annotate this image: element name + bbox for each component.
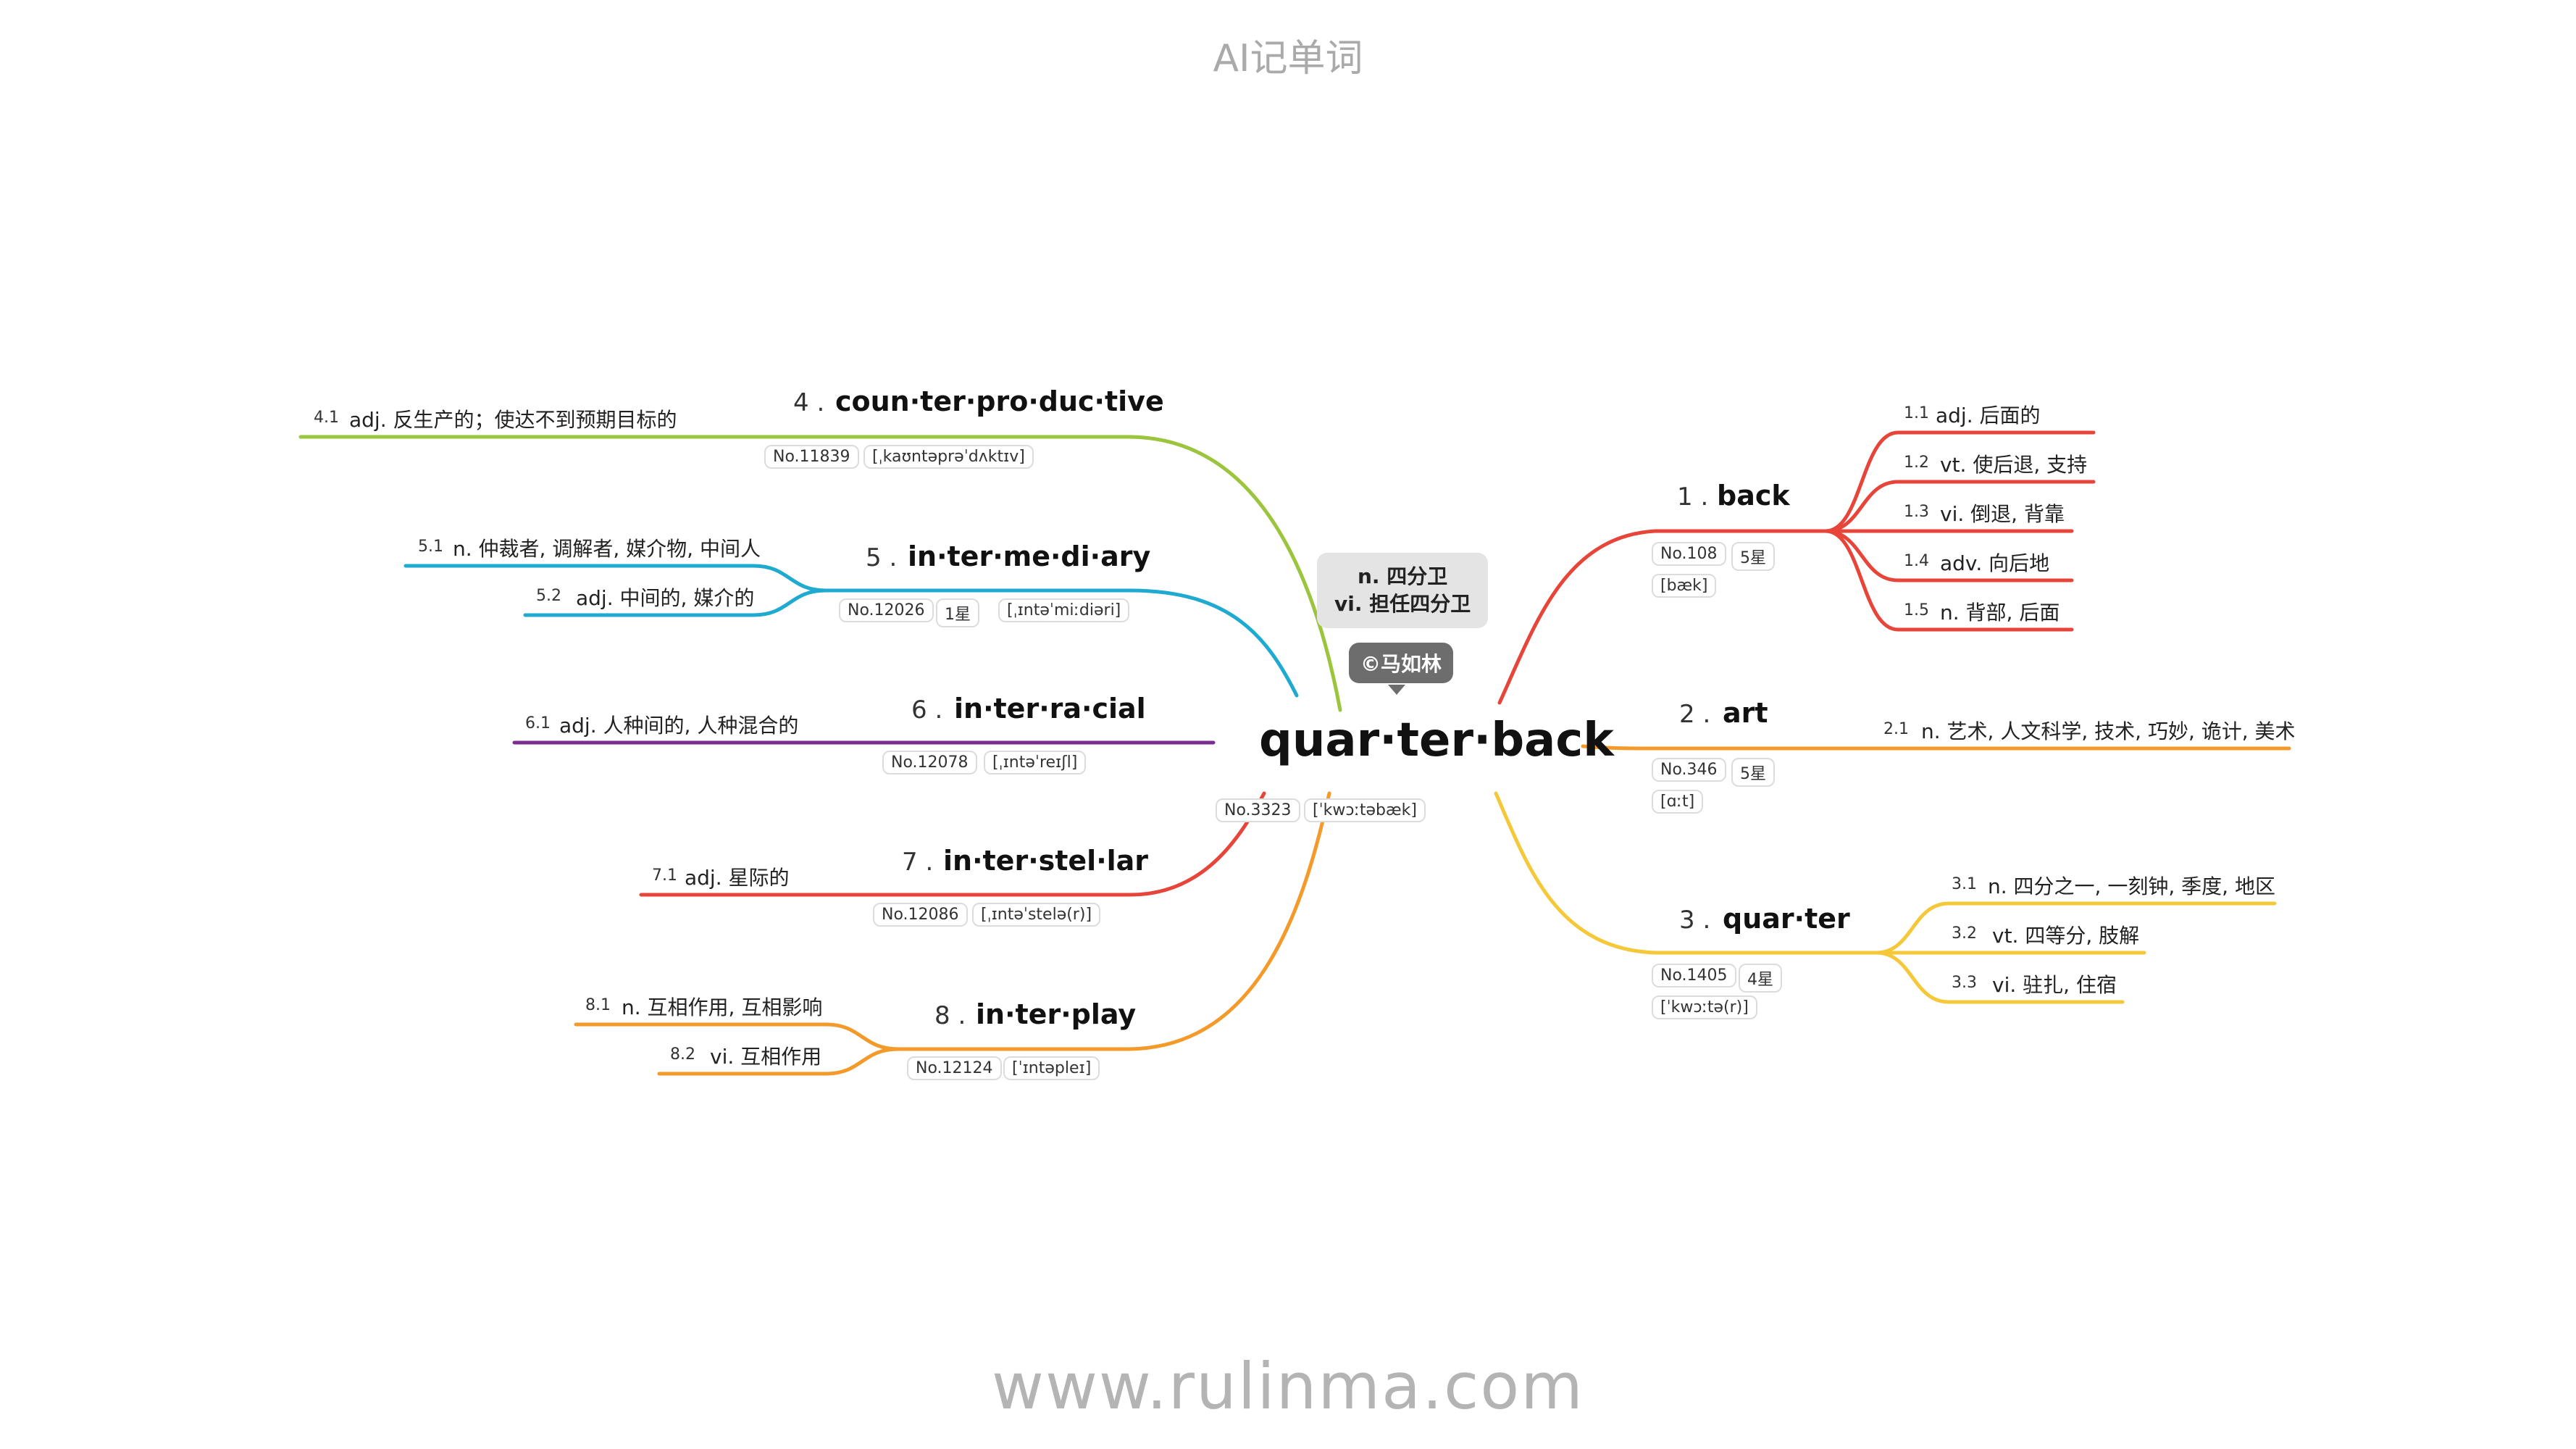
- footer-url: www.rulinma.com: [991, 1349, 1584, 1424]
- branch-interstellar-number: 7 .: [902, 848, 934, 877]
- center-meaning-verb: vi. 担任四分卫: [1334, 592, 1471, 616]
- branch-counterproductive-word: coun·ter·pro·duc·tive: [835, 385, 1164, 417]
- branch-art-number: 2 .: [1679, 700, 1711, 729]
- sense-3-2-number: 3.2: [1952, 924, 1977, 943]
- center-meaning-box: n. 四分卫 vi. 担任四分卫: [1317, 553, 1489, 628]
- sense-7-1-number: 7.1: [652, 867, 677, 885]
- branch-interstellar-phonetic-tag: [ˌɪntəˈstelə(r)]: [972, 903, 1101, 927]
- sense-3-3-text: vi. 驻扎, 住宿: [1992, 973, 2117, 997]
- branch-back-word: back: [1717, 480, 1790, 511]
- sense-4-1-number: 4.1: [314, 409, 339, 427]
- branch-interplay-word: in·ter·play: [976, 998, 1137, 1030]
- sense-5-1-number: 5.1: [418, 538, 443, 556]
- sense-5-1-text: n. 仲裁者, 调解者, 媒介物, 中间人: [453, 537, 761, 561]
- branch-interracial-no-tag: No.12078: [882, 751, 977, 774]
- page-title: AI记单词: [1213, 37, 1363, 80]
- center-word: quar·ter·back: [1259, 714, 1614, 767]
- center-meaning-noun: n. 四分卫: [1357, 564, 1448, 588]
- branch-interracial-phonetic-tag: [ˌɪntəˈreɪʃl]: [984, 751, 1087, 774]
- sense-1-5-text: n. 背部, 后面: [1940, 601, 2060, 625]
- branch-interstellar-word: in·ter·stel·lar: [943, 845, 1149, 877]
- branch-intermediary-stars-tag: 1星: [936, 598, 979, 627]
- branch-back-number: 1 .: [1677, 483, 1709, 511]
- sense-1-3-number: 1.3: [1904, 503, 1929, 521]
- branch-quarter-no-tag: No.1405: [1652, 964, 1736, 987]
- sense-5-2-number: 5.2: [536, 587, 561, 605]
- copyright-pointer: [1388, 685, 1405, 695]
- sense-8-2-number: 8.2: [670, 1045, 695, 1064]
- sense-4-1-text: adj. 反生产的；使达不到预期目标的: [349, 408, 677, 432]
- sense-3-1-number: 3.1: [1952, 875, 1977, 893]
- branch-interplay-no-tag: No.12124: [907, 1056, 1002, 1080]
- branch-quarter-phonetic-tag: [ˈkwɔːtə(r)]: [1652, 995, 1757, 1019]
- sense-2-1-text: n. 艺术, 人文科学, 技术, 巧妙, 诡计, 美术: [1921, 719, 2296, 743]
- center-number-tag: No.3323: [1216, 798, 1300, 822]
- center-phonetic-tag: [ˈkwɔːtəbæk]: [1304, 798, 1426, 822]
- sense-1-4-text: adv. 向后地: [1940, 551, 2050, 575]
- branch-art-stars-tag: 5星: [1731, 758, 1775, 787]
- sense-3-1-text: n. 四分之一, 一刻钟, 季度, 地区: [1988, 874, 2275, 898]
- sense-1-3-text: vi. 倒退, 背靠: [1940, 502, 2065, 526]
- branch-intermediary-number: 5 .: [866, 543, 898, 572]
- branch-intermediary-connectors: [403, 564, 1299, 698]
- branch-back-phonetic-tag: [bæk]: [1652, 574, 1717, 598]
- sense-2-1-number: 2.1: [1883, 720, 1909, 738]
- sense-1-4-number: 1.4: [1904, 552, 1929, 570]
- sense-1-5-number: 1.5: [1904, 601, 1929, 619]
- branch-intermediary-phonetic-tag: [ˌɪntəˈmiːdiəri]: [998, 598, 1130, 622]
- sense-8-1-number: 8.1: [585, 996, 611, 1014]
- branch-counterproductive-phonetic-tag: [ˌkaʊntəprəˈdʌktɪv]: [863, 445, 1034, 469]
- sense-1-2-number: 1.2: [1904, 454, 1929, 472]
- branch-art-word: art: [1723, 697, 1768, 729]
- copyright-badge: ©马如林: [1349, 643, 1454, 683]
- branch-intermediary-no-tag: No.12026: [839, 598, 934, 622]
- sense-7-1-text: adj. 星际的: [685, 866, 790, 890]
- sense-1-1-number: 1.1: [1904, 404, 1929, 422]
- branch-back-connectors: [1497, 430, 2096, 705]
- branch-intermediary-word: in·ter·me·di·ary: [908, 540, 1151, 572]
- sense-8-2-text: vi. 互相作用: [710, 1045, 822, 1069]
- sense-3-2-text: vt. 四等分, 肢解: [1992, 924, 2140, 948]
- sense-3-3-number: 3.3: [1952, 974, 1977, 992]
- branch-back-no-tag: No.108: [1652, 542, 1726, 566]
- branch-interplay-number: 8 .: [934, 1001, 966, 1030]
- branch-art-phonetic-tag: [ɑːt]: [1652, 790, 1704, 814]
- branch-back-stars-tag: 5星: [1731, 542, 1775, 571]
- branch-interplay-phonetic-tag: [ˈɪntəpleɪ]: [1003, 1056, 1100, 1080]
- branch-counterproductive-no-tag: No.11839: [764, 445, 859, 469]
- branch-quarter-stars-tag: 4星: [1739, 964, 1782, 993]
- branch-interplay-connectors: [574, 791, 1331, 1076]
- branch-quarter-number: 3 .: [1679, 906, 1711, 935]
- branch-art-connectors: [1581, 744, 2291, 751]
- sense-5-2-text: adj. 中间的, 媒介的: [576, 586, 755, 610]
- sense-6-1-text: adj. 人种间的, 人种混合的: [559, 714, 799, 738]
- branch-quarter-word: quar·ter: [1723, 903, 1850, 935]
- branch-quarter-connectors: [1494, 791, 2277, 1004]
- branch-interracial-number: 6 .: [911, 696, 943, 724]
- branch-interracial-word: in·ter·ra·cial: [954, 693, 1146, 724]
- branch-counterproductive-number: 4 .: [793, 388, 825, 417]
- sense-1-1-text: adj. 后面的: [1936, 404, 2041, 427]
- sense-1-2-text: vt. 使后退, 支持: [1940, 453, 2088, 477]
- branch-interstellar-no-tag: No.12086: [873, 903, 968, 927]
- branch-art-no-tag: No.346: [1652, 758, 1726, 782]
- sense-6-1-number: 6.1: [525, 714, 551, 732]
- branch-counterproductive-connectors: [298, 435, 1342, 712]
- sense-8-1-text: n. 互相作用, 互相影响: [622, 995, 823, 1019]
